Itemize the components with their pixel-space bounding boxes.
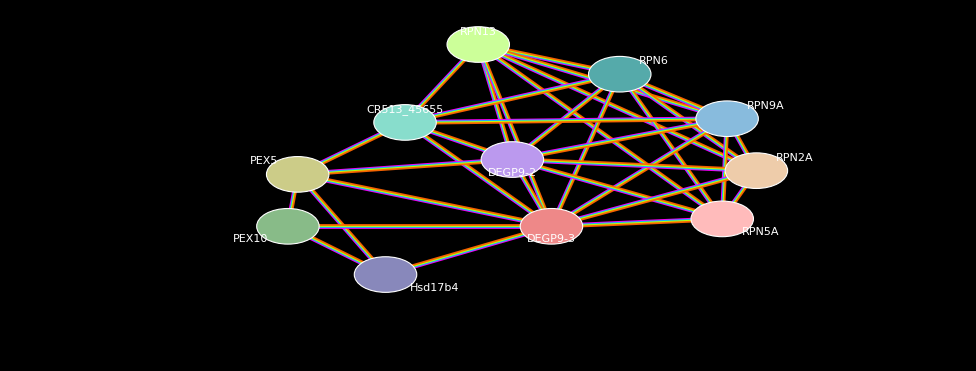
- Ellipse shape: [354, 257, 417, 292]
- Text: DEGP9-3: DEGP9-3: [527, 234, 576, 244]
- Text: Hsd17b4: Hsd17b4: [410, 283, 460, 292]
- Text: RPN5A: RPN5A: [742, 227, 779, 237]
- Ellipse shape: [257, 209, 319, 244]
- Text: RPN13: RPN13: [460, 27, 497, 36]
- Text: DEGP9-2: DEGP9-2: [488, 168, 537, 177]
- Text: RPN2A: RPN2A: [776, 153, 814, 162]
- Text: PEX10: PEX10: [233, 234, 268, 244]
- Ellipse shape: [266, 157, 329, 192]
- Text: RPN9A: RPN9A: [747, 101, 785, 111]
- Ellipse shape: [481, 142, 544, 177]
- Ellipse shape: [691, 201, 753, 237]
- Text: RPN6: RPN6: [639, 56, 670, 66]
- Ellipse shape: [725, 153, 788, 188]
- Ellipse shape: [589, 56, 651, 92]
- Ellipse shape: [696, 101, 758, 137]
- Text: PEX5: PEX5: [250, 157, 278, 166]
- Ellipse shape: [520, 209, 583, 244]
- Ellipse shape: [447, 27, 509, 62]
- Text: CR513_45655: CR513_45655: [366, 104, 444, 115]
- Ellipse shape: [374, 105, 436, 140]
